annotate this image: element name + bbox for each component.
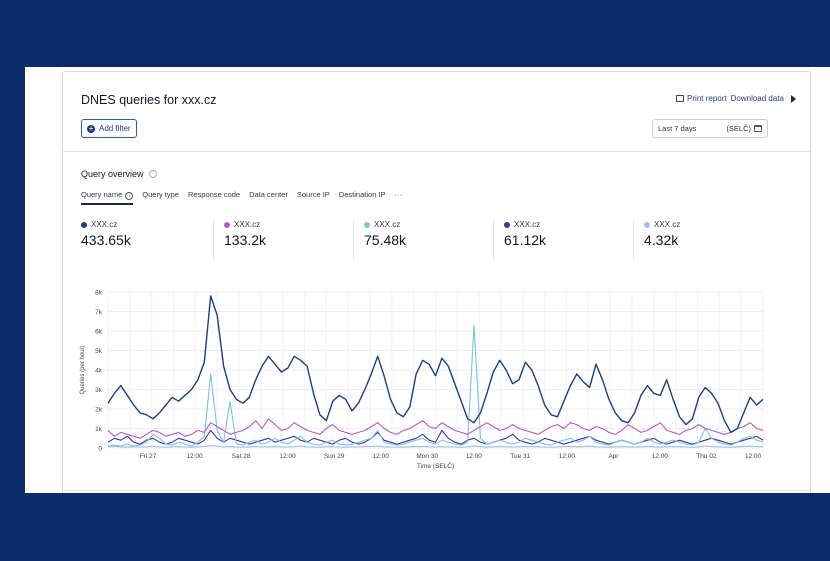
- tab-query-type[interactable]: Query type: [142, 190, 179, 199]
- divider: [63, 151, 810, 152]
- series-line: [107, 429, 764, 445]
- stat-label: XXX.cz: [91, 220, 118, 229]
- y-tick-label: 1k: [95, 426, 103, 433]
- stat-item[interactable]: XXX.cz 61.12k: [493, 220, 633, 260]
- overview-heading: Query overview: [81, 169, 157, 179]
- tab-source-ip[interactable]: Source IP: [296, 190, 330, 199]
- x-tick-label: Sat 28: [232, 453, 251, 460]
- y-tick-label: 0: [98, 446, 102, 453]
- info-icon: i: [125, 192, 134, 200]
- x-tick-label: 12:00: [466, 453, 483, 460]
- page-title: DNES queries for xxx.cz: [81, 93, 217, 107]
- stat-label: XXX.cz: [654, 220, 681, 229]
- x-tick-label: 12:00: [559, 453, 576, 460]
- stat-item[interactable]: XXX.cz 4.32k: [633, 220, 773, 260]
- stat-item[interactable]: XXX.cz 75.48k: [353, 220, 493, 260]
- report-actions: Print report Download data: [676, 94, 796, 103]
- caret-right-icon: [791, 94, 796, 103]
- download-data-label: Download data: [730, 94, 784, 103]
- series-line: [107, 418, 764, 439]
- date-range-select[interactable]: Last 7 days (SELČ): [652, 119, 768, 138]
- series-line: [107, 295, 764, 434]
- stat-item[interactable]: XXX.cz 433.65k: [81, 220, 213, 260]
- x-tick-label: Thu 02: [696, 453, 717, 460]
- overview-title: Query overview: [81, 169, 144, 179]
- x-tick-label: Mon 30: [416, 453, 438, 460]
- printer-icon: [676, 95, 685, 102]
- print-report-button[interactable]: Print report: [676, 94, 727, 103]
- y-tick-label: 7k: [95, 309, 103, 316]
- y-axis-title: Queries (per hour): [80, 345, 86, 394]
- stat-label: XXX.cz: [514, 220, 541, 229]
- clock-icon: [148, 170, 157, 178]
- divider: [63, 490, 810, 491]
- series-line: [107, 324, 764, 447]
- date-range-value: Last 7 days: [658, 124, 697, 133]
- tab-label: Query name: [81, 190, 123, 199]
- x-tick-label: 12:00: [652, 453, 669, 460]
- series-color-dot: [504, 221, 510, 228]
- dimension-tabs: Query name i Query type Response code Dat…: [81, 190, 402, 205]
- add-filter-button[interactable]: + Add filter: [81, 119, 137, 138]
- y-tick-label: 8k: [95, 290, 103, 297]
- stat-label: XXX.cz: [374, 220, 401, 229]
- x-tick-label: Tue 31: [510, 453, 530, 460]
- x-tick-label: 12:00: [373, 453, 390, 460]
- print-report-label: Print report: [687, 94, 727, 103]
- analytics-card: DNES queries for xxx.cz Print report Dow…: [62, 71, 811, 493]
- canvas: DNES queries for xxx.cz Print report Dow…: [25, 67, 830, 493]
- stats-row: XXX.cz 433.65k XXX.cz 133.2k XXX.cz 75.4…: [81, 220, 773, 260]
- calendar-icon: [754, 125, 762, 132]
- stat-value: 75.48k: [364, 232, 407, 248]
- x-tick-label: Apr: [608, 453, 619, 460]
- x-tick-label: Fri 27: [140, 453, 157, 460]
- more-tabs-button[interactable]: ···: [394, 190, 403, 199]
- stat-label: XXX.cz: [234, 220, 261, 229]
- tab-query-name[interactable]: Query name i: [81, 190, 134, 205]
- tab-data-center[interactable]: Data center: [249, 190, 288, 199]
- series-color-dot: [81, 221, 87, 228]
- series-color-dot: [644, 221, 650, 228]
- x-tick-label: 12:00: [279, 453, 296, 460]
- tab-response-code[interactable]: Response code: [187, 190, 241, 199]
- y-tick-label: 4k: [95, 368, 103, 375]
- y-tick-label: 6k: [95, 329, 103, 336]
- tab-destination-ip[interactable]: Destination IP: [338, 190, 386, 199]
- y-tick-label: 2k: [95, 407, 103, 414]
- series-line: [107, 445, 764, 448]
- stat-value: 4.32k: [644, 232, 679, 248]
- download-data-button[interactable]: Download data: [731, 94, 796, 103]
- stat-value: 61.12k: [504, 232, 547, 248]
- stat-value: 133.2k: [224, 232, 267, 248]
- queries-line-chart: 0 1k 2k 3k 4k 5k 6k 7k 8k Fri 27 12:00 Sat 28 12:00 S…: [80, 290, 764, 470]
- plus-icon: +: [87, 123, 95, 133]
- stat-item[interactable]: XXX.cz 133.2k: [213, 220, 353, 260]
- series-color-dot: [224, 221, 230, 228]
- x-tick-label: Sun 29: [324, 453, 345, 460]
- series-color-dot: [364, 221, 370, 228]
- x-tick-label: 12:00: [186, 453, 203, 460]
- x-tick-label: 12:00: [745, 453, 762, 460]
- x-axis-title: Time (SELČ): [417, 461, 454, 470]
- stat-value: 433.65k: [81, 232, 131, 248]
- y-tick-label: 3k: [95, 387, 103, 394]
- add-filter-label: Add filter: [99, 124, 131, 133]
- timezone-label: (SELČ): [726, 124, 751, 133]
- y-tick-label: 5k: [95, 348, 103, 355]
